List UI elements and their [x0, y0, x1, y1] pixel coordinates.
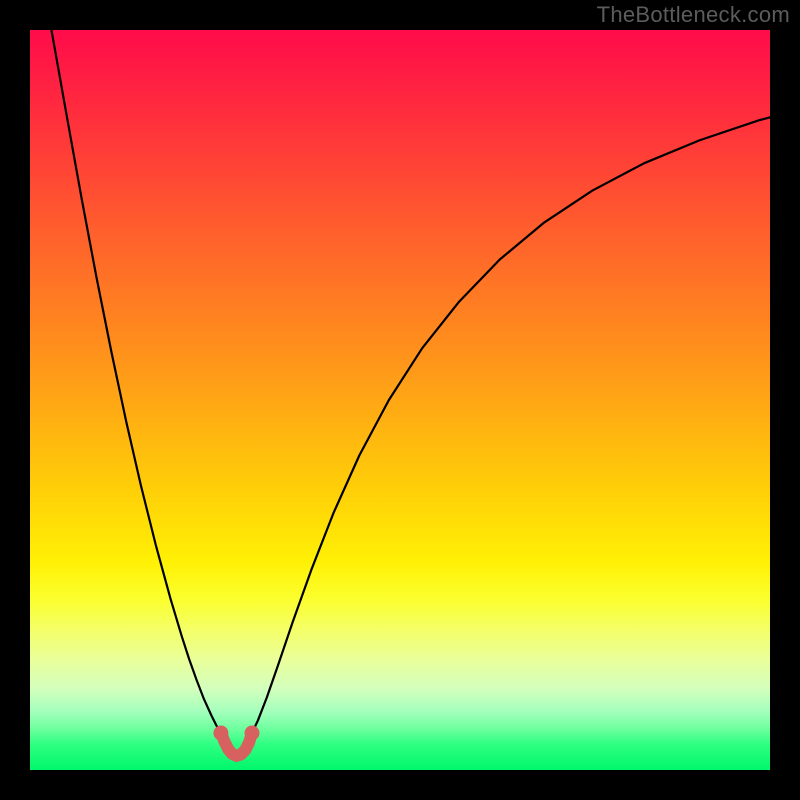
plot-background — [30, 30, 770, 770]
plot-area — [30, 30, 770, 770]
chart-svg — [30, 30, 770, 770]
figure-outer: TheBottleneck.com — [0, 0, 800, 800]
valley-marker-right — [245, 726, 260, 741]
valley-marker-left — [213, 726, 228, 741]
watermark-text: TheBottleneck.com — [597, 2, 790, 28]
